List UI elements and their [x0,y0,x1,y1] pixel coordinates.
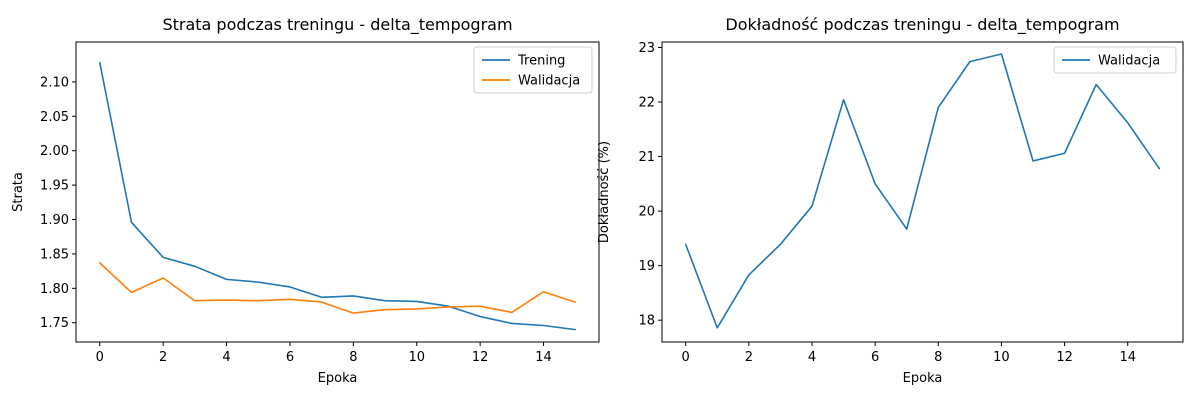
series-line-walidacja [98,262,577,314]
y-tick-label: 19 [638,259,655,274]
x-tick-label: 14 [1119,350,1136,365]
legend-entry-walidacja: Walidacja [518,74,580,89]
x-tick-label: 0 [96,350,104,365]
y-tick-label: 2.05 [40,110,69,125]
y-tick-label: 1.90 [40,213,69,228]
x-tick-label: 14 [535,350,552,365]
y-tick-label: 21 [638,150,655,165]
x-tick-label: 6 [286,350,294,365]
x-tick-label: 8 [349,350,357,365]
y-tick-label: 1.95 [40,179,69,194]
y-tick-label: 22 [638,96,655,111]
x-tick-label: 8 [934,350,942,365]
x-tick-label: 4 [808,350,816,365]
series-line-walidacja [684,53,1161,329]
y-tick-label: 1.80 [40,282,69,297]
legend-box [1053,46,1177,74]
y-axis-label: Strata [11,172,26,212]
y-tick-label: 1.75 [40,316,69,331]
x-tick-label: 6 [871,350,879,365]
legend-entry-walidacja: Walidacja [1098,54,1160,69]
chart-title: Strata podczas treningu - delta_tempogra… [162,15,512,35]
y-tick-label: 1.85 [40,247,69,262]
y-tick-label: 2.10 [40,75,69,90]
x-tick-label: 2 [159,350,167,365]
legend-entry-trening: Trening [517,54,565,69]
x-tick-label: 4 [222,350,230,365]
legend: Walidacja [1053,46,1177,74]
accuracy-chart: Dokładność podczas treningu - delta_temp… [597,15,1184,386]
chart-title: Dokładność podczas treningu - delta_temp… [725,15,1119,35]
y-tick-label: 23 [638,41,655,56]
plot-frame [75,41,600,343]
legend-box [473,46,593,94]
x-tick-label: 2 [745,350,753,365]
x-tick-label: 10 [408,350,425,365]
y-tick-label: 18 [638,314,655,329]
legend: Trening Walidacja [473,46,593,94]
x-tick-label: 0 [682,350,690,365]
x-axis-label: Epoka [903,371,943,386]
y-tick-label: 2.00 [40,144,69,159]
x-tick-label: 10 [993,350,1010,365]
series-line-trening [98,61,577,331]
y-axis-label: Dokładność (%) [597,141,612,243]
x-tick-label: 12 [1056,350,1073,365]
x-axis-label: Epoka [318,371,358,386]
plot-frame [661,41,1184,343]
x-tick-label: 12 [472,350,489,365]
loss-chart: Strata podczas treningu - delta_tempogra… [11,15,600,386]
y-tick-label: 20 [638,205,655,220]
